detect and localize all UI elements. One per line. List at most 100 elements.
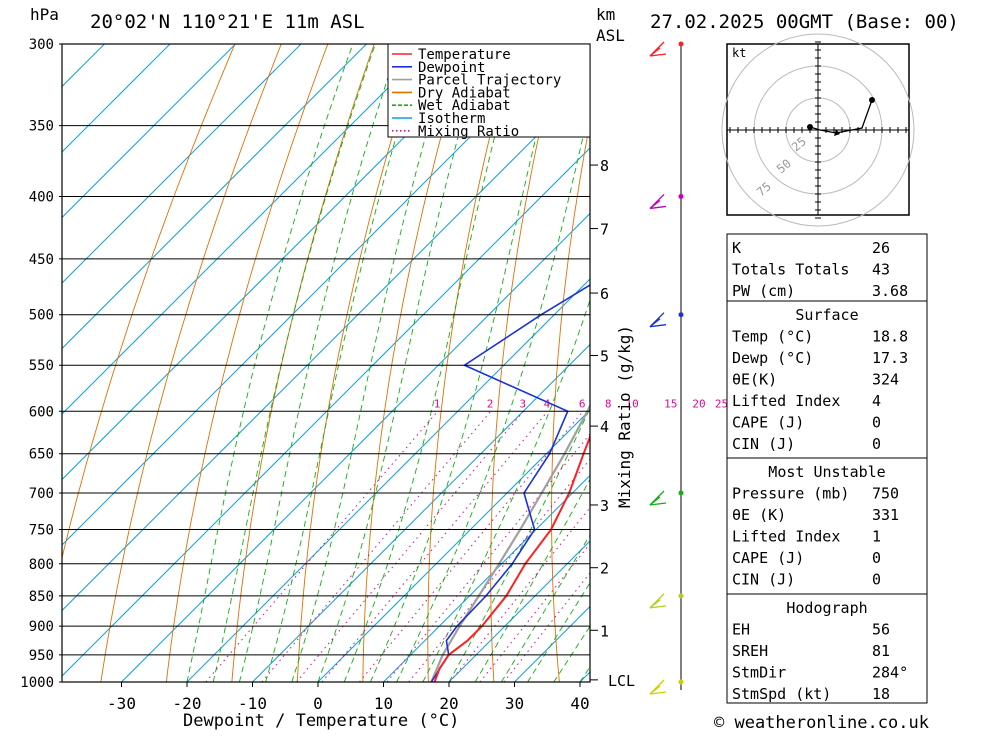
dry-adiabat-line [166,7,341,682]
height-tick-label: 3 [600,497,609,515]
location-label: 20°02'N 110°21'E 11m ASL [90,11,365,33]
mixing-ratio-tick-label: 20 [692,397,705,410]
mixing-ratio-tick-label: 1 [434,397,441,410]
mixing-ratio-tick-label: 6 [579,397,586,410]
wet-adiabat-line [213,44,375,682]
credit-label: © weatheronline.co.uk [714,713,929,733]
wind-barb-icon [650,491,666,505]
hodograph-point [807,124,813,130]
table-row-label: Temp (°C) [732,328,813,346]
isotherm-line [0,0,201,682]
mixing-ratio-tick-label: 2 [487,397,494,410]
pressure-tick-label: 600 [29,404,54,420]
hodograph-point [869,97,875,103]
table-row-value: 324 [872,371,899,389]
isotherm-line [0,0,267,682]
mixing-ratio-tick-label: 15 [664,397,677,410]
wind-barb-icon [650,42,666,56]
wet-adiabat-line [187,44,353,682]
table-row-label: CIN (J) [732,571,795,589]
mixing-ratio-line [387,411,609,682]
dry-adiabat-line [668,7,706,682]
pressure-tick-label: 800 [29,557,54,573]
table-row-value: 1 [872,528,881,546]
table-row-label: PW (cm) [732,282,795,300]
table-row-value: 331 [872,506,899,524]
height-tick-label: 5 [600,347,609,365]
table-row-label: CIN (J) [732,435,795,453]
pressure-tick-label: 750 [29,523,54,539]
pressure-tick-label: 950 [29,648,54,664]
wind-level-dot [679,680,684,685]
table-row-label: Lifted Index [732,528,840,546]
isotherm-line [0,0,398,682]
isotherm-line [0,0,136,682]
pressure-tick-label: 1000 [20,675,54,691]
mixing-ratio-axis-label: Mixing Ratio (g/kg) [615,325,634,508]
dry-adiabat-line [35,7,250,682]
wind-barb-icon [650,313,666,327]
wind-barb-column [650,42,684,695]
table-row-label: Dewp (°C) [732,349,813,367]
height-tick-label: 6 [600,285,609,303]
pressure-unit-label: hPa [30,5,59,24]
table-row-value: 4 [872,392,881,410]
asl-label: ASL [596,26,625,45]
table-row-label: StmSpd (kt) [732,685,831,703]
table-title: Surface [795,306,858,324]
table-title: Hodograph [786,599,867,617]
table-row-label: StmDir [732,664,786,682]
mixing-ratio-line [480,411,697,682]
isotherm-line [0,0,332,682]
wind-barb-icon [650,194,666,208]
x-axis-title: Dewpoint / Temperature (°C) [183,711,459,731]
mixing-ratio-line [322,411,548,682]
table-row-value: 26 [872,239,890,257]
table-row-value: 18.8 [872,328,908,346]
pressure-tick-label: 700 [29,486,54,502]
height-tick-label: 2 [600,560,609,578]
height-tick-label: 1 [600,622,609,640]
pressure-tick-label: 850 [29,589,54,605]
mixing-ratio-tick-label: 8 [605,397,612,410]
dry-adiabat-line [929,7,1000,682]
legend-entry-label: Mixing Ratio [418,124,519,140]
pressure-tick-label: 400 [29,189,54,205]
table-row-value: 0 [872,549,881,567]
table-row-value: 18 [872,685,890,703]
datetime-label: 27.02.2025 00GMT (Base: 00) [650,11,959,33]
table-row-label: Lifted Index [732,392,840,410]
pressure-tick-label: 550 [29,358,54,374]
height-tick-label: 8 [600,157,609,175]
mixing-ratio-line [504,411,719,682]
table-row-label: θE (K) [732,506,786,524]
wind-level-dot [679,194,684,199]
height-tick-label: LCL [608,672,635,690]
mixing-ratio-tick-label: 3 [520,397,527,410]
table-row-value: 750 [872,485,899,503]
table-row-value: 0 [872,414,881,432]
pressure-tick-label: 900 [29,619,54,635]
table-row-value: 0 [872,435,881,453]
table-row-value: 0 [872,571,881,589]
table-row-value: 3.68 [872,282,908,300]
table-row-label: CAPE (J) [732,549,804,567]
pressure-tick-label: 350 [29,119,54,135]
pressure-tick-label: 500 [29,308,54,324]
height-tick-label: 4 [600,418,609,436]
dry-adiabat-line [232,7,387,682]
x-tick-label: -30 [107,694,136,713]
height-tick-label: 7 [600,221,609,239]
table-row-label: Totals Totals [732,261,849,279]
wind-level-dot [679,42,684,47]
x-tick-label: 40 [570,694,589,713]
x-tick-label: 30 [505,694,524,713]
table-row-label: Pressure (mb) [732,485,849,503]
mixing-ratio-line [262,411,491,682]
hodograph-unit-label: kt [732,46,746,60]
wet-adiabat-line [266,44,425,682]
